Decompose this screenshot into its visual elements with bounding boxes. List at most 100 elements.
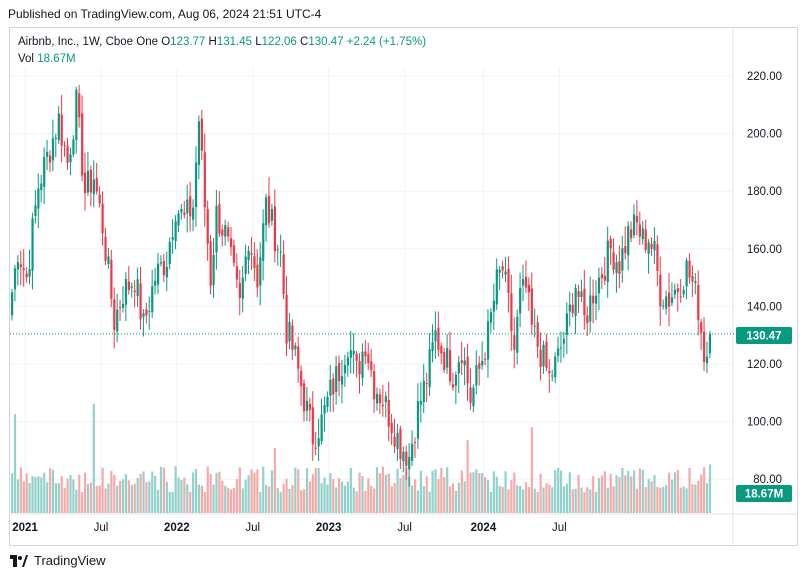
volume-bar	[597, 478, 601, 513]
volume-bar	[78, 474, 81, 513]
volume-bar	[244, 479, 247, 513]
volume-bar	[145, 482, 148, 513]
volume-bar	[486, 480, 490, 513]
volume-bar	[381, 466, 385, 513]
candle-body	[548, 370, 551, 374]
candle-body	[618, 261, 621, 275]
candle-body	[107, 256, 110, 264]
volume-bar	[270, 470, 274, 513]
candle-body	[358, 361, 361, 375]
volume-bar	[469, 472, 472, 513]
candle-body	[504, 271, 507, 275]
volume-bar	[489, 491, 493, 513]
volume-bar	[586, 487, 589, 513]
y-tick-label: 220.00	[747, 71, 782, 83]
volume-bar	[314, 468, 317, 513]
volume-bar	[40, 477, 43, 513]
candle-body	[43, 156, 46, 187]
volume-bar	[34, 476, 37, 513]
candle-body	[121, 303, 125, 308]
candle-body	[72, 139, 75, 155]
volume-legend[interactable]: Vol 18.67M	[18, 53, 76, 65]
volume-bar	[513, 472, 516, 513]
candles	[11, 85, 712, 487]
volume-bar	[650, 481, 653, 513]
volume-bar	[376, 467, 379, 513]
candle-body	[288, 322, 291, 342]
volume-bar	[428, 491, 431, 513]
candle-body	[314, 447, 317, 449]
volume-bar	[449, 486, 452, 513]
candle-body	[171, 237, 174, 240]
candle-body	[586, 315, 589, 324]
brand-name: TradingView	[34, 553, 106, 568]
volume-bar	[361, 476, 364, 513]
volume-bar	[405, 467, 408, 513]
candle-body	[51, 138, 55, 161]
candle-body	[189, 196, 192, 217]
candle-body	[215, 205, 218, 253]
candle-body	[46, 151, 49, 157]
volume-bar	[224, 485, 227, 513]
candle-body	[697, 284, 700, 321]
close-label: C	[300, 36, 309, 48]
symbol-legend[interactable]: Airbnb, Inc., 1W, Cboe One O123.77 H131.…	[18, 36, 426, 48]
candle-body	[437, 327, 440, 350]
candle-body	[632, 214, 636, 236]
low-value: 122.06	[261, 36, 297, 48]
candle-body	[127, 281, 130, 290]
candle-body	[177, 213, 180, 226]
candle-body	[600, 274, 604, 279]
candle-body	[48, 155, 52, 163]
candle-body	[624, 246, 627, 254]
candle-body	[200, 118, 203, 151]
candle-body	[390, 422, 393, 434]
volume-bar	[416, 490, 420, 513]
candle-body	[218, 204, 221, 234]
volume-bar	[235, 478, 239, 513]
candle-body	[22, 268, 25, 270]
candle-body	[241, 277, 244, 299]
volume-bar	[662, 486, 665, 513]
volume-bar	[495, 476, 498, 513]
volume-bar	[317, 468, 320, 513]
candle-body	[463, 360, 466, 366]
volume-bar	[603, 471, 606, 513]
candle-body	[265, 197, 268, 226]
candle-body	[454, 374, 458, 386]
candle-body	[238, 283, 241, 298]
volume-bar	[504, 471, 507, 513]
candle-body	[399, 428, 402, 459]
candle-body	[282, 254, 285, 295]
y-tick-label: 180.00	[747, 186, 782, 198]
candle-body	[206, 208, 209, 244]
candle-body	[323, 405, 326, 414]
volume-bar	[340, 481, 344, 513]
volume-bar	[335, 487, 338, 513]
volume-bar	[358, 472, 361, 513]
candle-body	[212, 255, 215, 286]
volume-bar	[57, 483, 60, 513]
candle-body	[311, 407, 314, 445]
tradingview-brand[interactable]: TradingView	[10, 553, 106, 568]
candle-body	[40, 183, 43, 190]
candle-body	[19, 264, 22, 268]
open-label: O	[161, 36, 171, 48]
volume-bars	[11, 403, 712, 513]
volume-bar	[425, 476, 428, 513]
volume-bar	[554, 469, 557, 513]
volume-bar	[75, 489, 78, 513]
candle-body	[221, 229, 224, 236]
candle-body	[116, 309, 119, 332]
volume-bar	[48, 468, 52, 513]
candle-body	[28, 269, 31, 277]
volume-bar	[632, 470, 636, 513]
volume-bar	[627, 470, 630, 513]
volume-bar	[396, 468, 399, 513]
volume-bar	[466, 440, 469, 513]
y-tick-label: 120.00	[747, 359, 782, 371]
volume-bar	[130, 484, 133, 513]
candle-body	[168, 241, 171, 265]
candle-body	[568, 304, 571, 312]
